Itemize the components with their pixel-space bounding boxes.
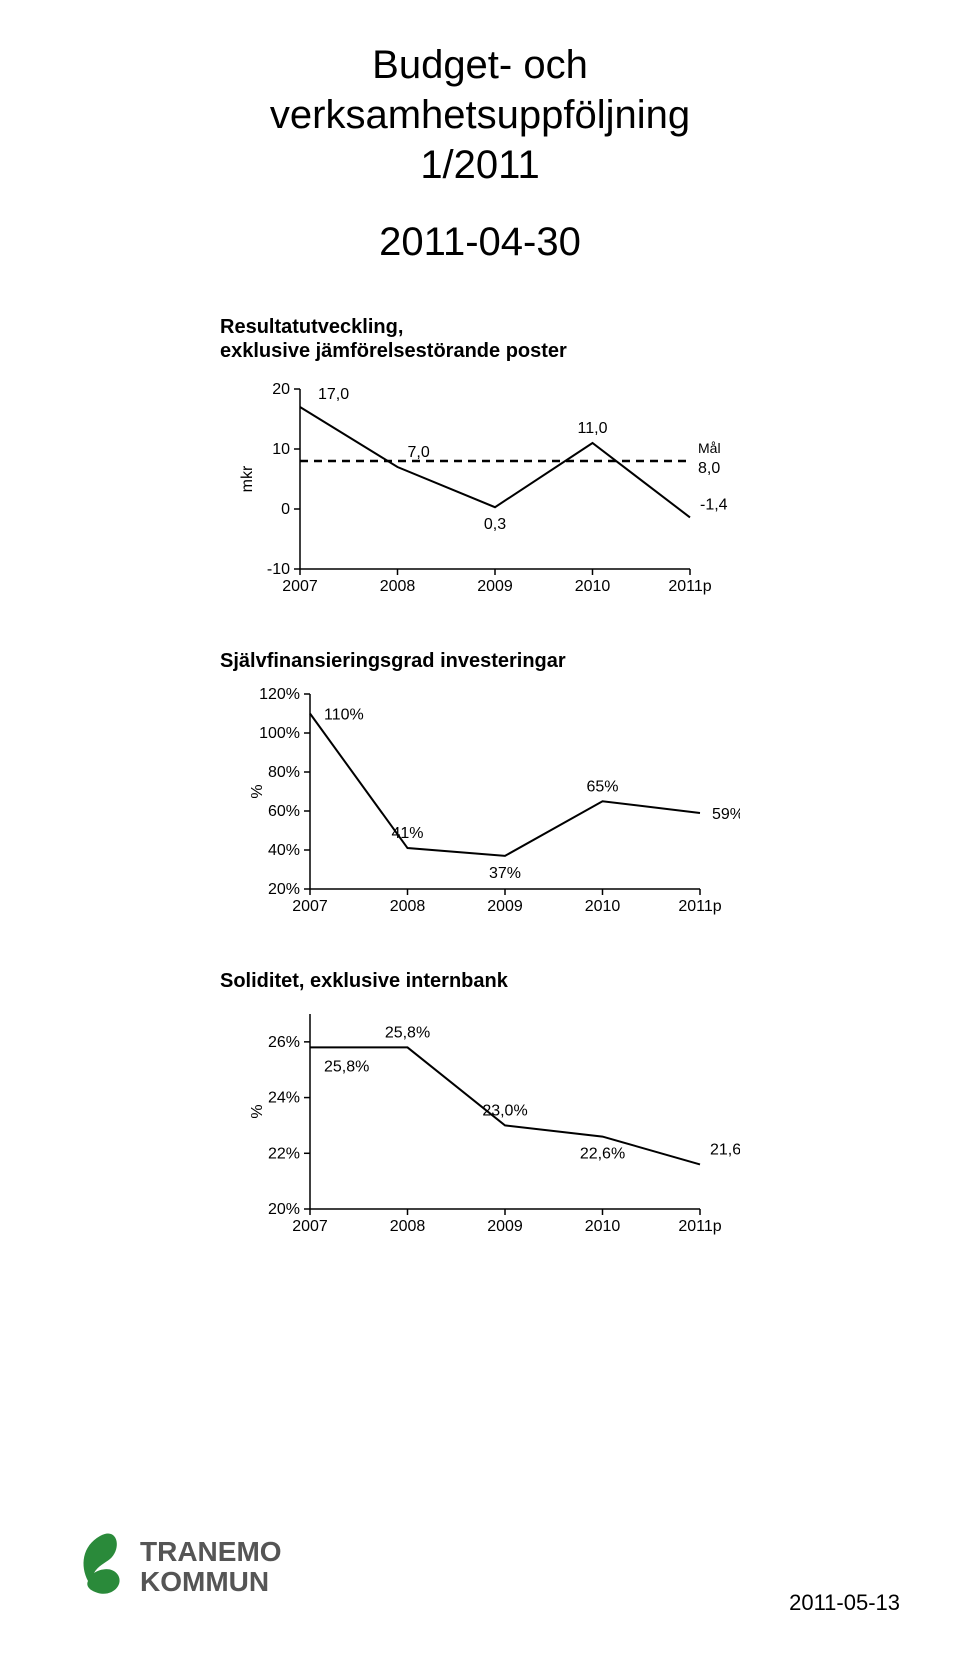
chart-1-container: Resultatutveckling, exklusive jämförelse… <box>220 315 740 599</box>
svg-text:2011p: 2011p <box>678 1218 721 1235</box>
logo-leaf-icon <box>84 1534 120 1594</box>
svg-text:2010: 2010 <box>585 898 621 915</box>
chart-1-title-line2: exklusive jämförelsestörande poster <box>220 340 567 362</box>
svg-text:2009: 2009 <box>487 898 523 915</box>
svg-text:37%: 37% <box>489 865 521 882</box>
chart-2-container: Självfinansieringsgrad investeringar 20%… <box>220 649 740 919</box>
svg-text:2007: 2007 <box>282 578 318 595</box>
svg-text:10: 10 <box>272 441 290 458</box>
svg-text:2008: 2008 <box>380 578 416 595</box>
svg-text:21,6%: 21,6% <box>710 1141 740 1158</box>
svg-text:41%: 41% <box>391 825 423 842</box>
svg-text:24%: 24% <box>268 1090 300 1107</box>
svg-text:100%: 100% <box>259 725 300 742</box>
svg-text:0: 0 <box>281 501 290 518</box>
svg-text:20: 20 <box>272 381 290 398</box>
svg-text:2007: 2007 <box>292 898 328 915</box>
svg-text:59%: 59% <box>712 806 740 823</box>
svg-text:2010: 2010 <box>575 578 611 595</box>
title-line1: Budget- och <box>372 43 588 87</box>
svg-text:22,6%: 22,6% <box>580 1146 625 1163</box>
svg-text:23,0%: 23,0% <box>482 1102 527 1119</box>
svg-text:8,0: 8,0 <box>698 460 720 477</box>
svg-text:22%: 22% <box>268 1145 300 1162</box>
logo: TRANEMO KOMMUN <box>60 1511 320 1626</box>
svg-text:%: % <box>249 1104 266 1118</box>
footer-date: 2011-05-13 <box>789 1590 900 1616</box>
page-title: Budget- och verksamhetsuppföljning 1/201… <box>0 0 960 190</box>
svg-text:-1,4: -1,4 <box>700 496 728 513</box>
svg-text:2007: 2007 <box>292 1218 328 1235</box>
svg-text:17,0: 17,0 <box>318 386 349 403</box>
logo-text-1: TRANEMO <box>140 1536 282 1567</box>
svg-text:2010: 2010 <box>585 1218 621 1235</box>
logo-text-2: KOMMUN <box>140 1566 269 1597</box>
svg-text:80%: 80% <box>268 764 300 781</box>
svg-text:2009: 2009 <box>477 578 513 595</box>
svg-text:%: % <box>249 784 266 798</box>
title-line3: 1/2011 <box>420 143 539 187</box>
svg-text:11,0: 11,0 <box>578 420 608 437</box>
chart-3-container: Soliditet, exklusive internbank 20% 22% 24… <box>220 969 740 1239</box>
document-date: 2011-04-30 <box>0 220 960 265</box>
svg-text:2011p: 2011p <box>668 578 711 595</box>
chart-3: 20% 22% 24% 26% 2007 2008 2009 2010 2011p 25,8% 25… <box>220 999 740 1239</box>
chart-1-title: Resultatutveckling, exklusive jämförelse… <box>220 315 740 363</box>
svg-text:60%: 60% <box>268 803 300 820</box>
chart-3-title: Soliditet, exklusive internbank <box>220 969 740 993</box>
svg-text:2011p: 2011p <box>678 898 721 915</box>
svg-text:-10: -10 <box>267 561 290 578</box>
svg-text:65%: 65% <box>586 778 618 795</box>
title-line2: verksamhetsuppföljning <box>270 93 690 137</box>
svg-text:20%: 20% <box>268 1201 300 1218</box>
svg-text:mkr: mkr <box>239 465 256 492</box>
svg-text:2009: 2009 <box>487 1218 523 1235</box>
svg-text:25,8%: 25,8% <box>385 1024 430 1041</box>
svg-text:Mål: Mål <box>698 440 721 456</box>
svg-text:20%: 20% <box>268 881 300 898</box>
svg-text:120%: 120% <box>259 686 300 703</box>
chart-2-title: Självfinansieringsgrad investeringar <box>220 649 740 673</box>
chart-2: 20% 40% 60% 80% 100% 120% 2007 2008 2009 2010 2011… <box>220 679 740 919</box>
svg-text:2008: 2008 <box>390 898 426 915</box>
svg-text:2008: 2008 <box>390 1218 426 1235</box>
chart-1-title-line1: Resultatutveckling, <box>220 316 403 338</box>
svg-text:0,3: 0,3 <box>484 516 506 533</box>
svg-text:110%: 110% <box>324 707 364 724</box>
svg-text:7,0: 7,0 <box>408 444 430 461</box>
svg-text:26%: 26% <box>268 1034 300 1051</box>
chart-1: -10 0 10 20 2007 2008 2009 2010 2011p Mål 8,0 17,0 7… <box>220 369 740 599</box>
svg-text:25,8%: 25,8% <box>324 1058 369 1075</box>
svg-text:40%: 40% <box>268 842 300 859</box>
